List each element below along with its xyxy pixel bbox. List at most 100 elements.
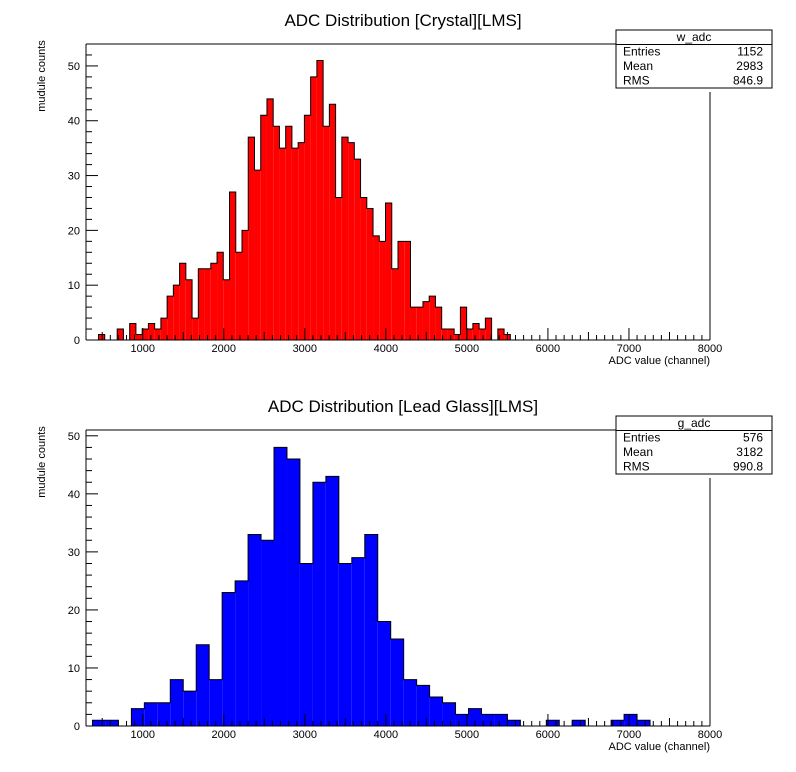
histogram-bar <box>390 638 404 726</box>
histogram-bar <box>129 323 136 340</box>
histogram-bar <box>235 252 242 340</box>
x-axis-ticks: 1000 2000 3000 4000 5000 6000 7000 8000 <box>101 714 722 741</box>
x-tick-label: 5000 <box>455 343 479 355</box>
histogram-bar <box>298 142 305 340</box>
stats-mean-value: 3182 <box>736 445 763 459</box>
histogram-bar <box>173 285 180 340</box>
histogram-bar <box>304 115 311 340</box>
x-tick-label: 2000 <box>212 729 236 741</box>
histogram-bar <box>611 720 625 726</box>
histogram-bar <box>441 329 448 340</box>
y-axis-ticks: 0 10 20 30 40 50 <box>68 431 98 733</box>
y-tick-label: 50 <box>68 61 80 73</box>
y-tick-label: 40 <box>68 116 80 128</box>
histogram-bar <box>416 307 423 340</box>
y-tick-label: 30 <box>68 171 80 183</box>
histogram-bar <box>481 714 495 726</box>
y-tick-label: 50 <box>68 431 80 443</box>
x-tick-label: 8000 <box>698 729 722 741</box>
histogram-bar <box>398 241 405 340</box>
histogram-bar <box>494 714 508 726</box>
x-axis-label: ADC value (channel) <box>609 741 711 753</box>
histogram-bars <box>86 59 511 341</box>
x-tick-label: 3000 <box>293 343 317 355</box>
histogram-bar <box>261 540 275 726</box>
histogram-bar <box>291 148 299 340</box>
histogram-bar <box>468 708 482 726</box>
histogram-outline <box>86 59 511 341</box>
x-axis-label: ADC value (channel) <box>609 355 711 367</box>
stats-box-name: g_adc <box>678 416 711 430</box>
x-tick-label: 1000 <box>130 729 154 741</box>
x-tick-label: 4000 <box>374 729 398 741</box>
histogram-bar <box>135 334 143 340</box>
stats-box-frame <box>615 29 773 89</box>
histogram-bar <box>242 230 249 340</box>
histogram-bar <box>485 318 492 340</box>
histogram-bar <box>335 197 342 340</box>
histogram-bar <box>198 268 205 340</box>
histogram-bar <box>142 329 149 340</box>
histogram-bar <box>325 476 339 726</box>
stats-rms-label: RMS <box>623 460 650 474</box>
y-tick-label: 20 <box>68 225 80 237</box>
histogram-bar <box>348 142 355 340</box>
histogram-bar <box>144 702 158 726</box>
stats-mean-value: 2983 <box>736 59 763 73</box>
stats-box: g_adc Entries 576 Mean 3182 RMS 990.8 <box>615 415 773 475</box>
histogram-bar <box>210 263 218 340</box>
histogram-bar <box>299 563 313 726</box>
histogram-bar <box>366 208 374 340</box>
histogram-bar <box>235 580 249 726</box>
histogram-bar <box>279 148 286 340</box>
histogram-bar <box>92 720 106 726</box>
y-axis-label: mudule counts <box>36 426 48 498</box>
histogram-bar <box>403 679 417 726</box>
chart-title: ADC Distribution [Lead Glass][LMS] <box>268 397 538 416</box>
histogram-bar <box>179 263 186 340</box>
histogram-bar <box>248 534 262 726</box>
stats-entries-label: Entries <box>623 431 660 445</box>
y-tick-label: 0 <box>74 721 80 733</box>
histogram-bar <box>637 720 651 726</box>
x-tick-label: 8000 <box>698 343 722 355</box>
x-tick-label: 2000 <box>212 343 236 355</box>
chart-title: ADC Distribution [Crystal][LMS] <box>284 11 521 30</box>
histogram-bar <box>364 534 378 726</box>
y-tick-label: 10 <box>68 280 80 292</box>
x-tick-label: 1000 <box>130 343 154 355</box>
histogram-bar <box>229 192 236 340</box>
x-tick-label: 7000 <box>617 729 641 741</box>
histogram-panel-1: ADC Distribution [Crystal][LMS] 1000 2000 3… <box>36 11 773 367</box>
histogram-bar <box>429 296 436 340</box>
stats-mean-label: Mean <box>623 59 653 73</box>
histogram-bar <box>312 482 326 726</box>
x-axis-ticks: 1000 2000 3000 4000 5000 6000 7000 8000 <box>101 328 722 355</box>
stats-rms-value: 990.8 <box>733 460 763 474</box>
histogram-bar <box>435 307 442 340</box>
histogram-bar <box>479 329 486 340</box>
histogram-bar <box>154 329 161 340</box>
histogram-bar <box>354 159 361 340</box>
histogram-bar <box>183 691 197 726</box>
histogram-bar <box>260 115 267 340</box>
histogram-bar <box>391 268 398 340</box>
histogram-bar <box>204 268 211 340</box>
stats-rms-label: RMS <box>623 74 650 88</box>
histogram-bar <box>223 279 230 340</box>
histogram-bar <box>472 323 480 340</box>
histogram-bar <box>222 592 236 726</box>
histogram-bar <box>379 241 386 340</box>
histogram-bar <box>192 318 199 340</box>
histogram-bar <box>422 301 430 340</box>
histogram-bar <box>157 702 171 726</box>
histogram-bar <box>454 334 461 340</box>
histogram-bar <box>274 447 287 726</box>
histogram-bar <box>170 679 184 726</box>
stats-entries-label: Entries <box>623 45 660 59</box>
histogram-bar <box>377 621 391 726</box>
histogram-bar <box>117 329 124 340</box>
histogram-bar <box>273 126 280 340</box>
x-tick-label: 5000 <box>455 729 479 741</box>
